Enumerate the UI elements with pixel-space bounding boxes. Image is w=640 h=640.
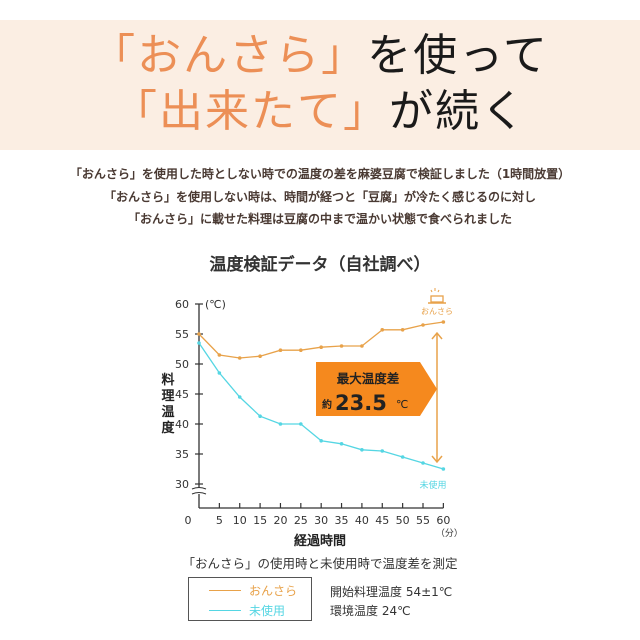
data-point	[299, 422, 303, 426]
series-label-unused: 未使用	[419, 479, 446, 491]
x-tick-label: 60	[436, 514, 450, 527]
data-point	[400, 455, 405, 459]
data-point	[421, 461, 425, 465]
y-axis-label-char: 温	[161, 405, 174, 420]
data-point	[339, 344, 344, 348]
data-point	[299, 348, 303, 353]
data-point	[360, 448, 364, 452]
callout-box	[316, 362, 437, 416]
x-tick-label: 5	[216, 514, 223, 527]
x-tick-label: 40	[355, 514, 369, 527]
chart-legend: おんさら 未使用	[188, 577, 312, 621]
legend-label-unused: 未使用	[249, 603, 286, 618]
x-tick-label: 55	[416, 514, 430, 527]
data-point	[360, 344, 364, 348]
steam-icon	[430, 288, 440, 293]
data-point	[441, 467, 446, 471]
data-point	[339, 442, 344, 446]
difference-arrow-heads	[431, 331, 443, 464]
data-point	[197, 341, 201, 345]
x-tick-label: 10	[233, 514, 247, 527]
description-line-1: 「おんさら」を使用した時としない時での温度の差を麻婆豆腐で検証しました（1時間放…	[69, 167, 571, 181]
legend-swatch-onsara	[209, 589, 241, 591]
y-unit-label: (℃)	[205, 298, 226, 311]
headline-rest-1: を使って	[367, 30, 549, 81]
callout-value: 23.5	[335, 391, 387, 415]
description-line-2: 「おんさら」を使用しない時は、時間が経つと「豆腐」が冷たく感じるのに対し	[103, 190, 536, 204]
x-tick-label: 35	[335, 514, 349, 527]
headline-line-2: 「出来たて」が続く	[0, 84, 640, 140]
legend-item-unused: 未使用	[189, 602, 313, 618]
x-tick-label: 0	[185, 514, 192, 527]
data-point	[197, 332, 201, 336]
headline-rest-2: が続く	[389, 86, 527, 137]
chart-title: 温度検証データ（自社調べ）	[209, 255, 431, 275]
y-tick-label: 45	[175, 388, 189, 401]
headline-accent-2: 「出来たて」	[113, 86, 389, 137]
data-point	[319, 345, 323, 350]
y-axis-label-char: 理	[161, 389, 174, 404]
headline-accent-1: 「おんさら」	[91, 30, 368, 81]
data-point	[237, 395, 242, 399]
legend-swatch-unused	[209, 609, 241, 611]
series-line-onsara	[198, 321, 444, 359]
data-point	[237, 356, 242, 360]
note-start-temp: 開始料理温度 54±1℃	[330, 585, 453, 599]
x-tick-label: 30	[314, 514, 328, 527]
y-tick-label: 50	[175, 358, 189, 371]
x-unit-label: （分）	[436, 528, 463, 539]
x-tick-label: 15	[253, 514, 267, 527]
axis-break-icon	[191, 487, 207, 495]
y-tick-label: 35	[175, 448, 189, 461]
data-point	[319, 439, 323, 443]
description-line-3: 「おんさら」に載せた料理は豆腐の中まで温かい状態で食べられました	[127, 212, 512, 226]
data-point	[380, 328, 385, 332]
y-tick-label: 40	[175, 418, 189, 431]
series-label-onsara: おんさら	[421, 307, 453, 316]
x-tick-label: 45	[375, 514, 389, 527]
x-tick-label: 20	[273, 514, 287, 527]
callout-prefix: 約	[322, 398, 332, 411]
x-tick-label: 50	[396, 514, 410, 527]
onsara-bowl-icon	[430, 295, 444, 303]
y-tick-label: 55	[175, 328, 189, 341]
headline-line-1: 「おんさら」を使って	[0, 28, 640, 84]
callout-unit: ℃	[396, 398, 408, 411]
data-point	[441, 320, 446, 324]
data-point	[380, 449, 385, 453]
callout-label: 最大温度差	[337, 371, 400, 386]
legend-label-onsara: おんさら	[249, 583, 298, 598]
data-point	[278, 422, 283, 426]
data-point	[400, 328, 405, 332]
legend-item-onsara: おんさら	[189, 582, 313, 598]
y-axis-label-char: 料	[161, 372, 174, 388]
data-point	[278, 348, 283, 353]
data-point	[217, 371, 222, 375]
y-axis-label-char: 度	[161, 420, 175, 436]
x-axis-label: 経過時間	[294, 533, 346, 549]
data-point	[217, 353, 222, 357]
x-tick-label: 25	[294, 514, 308, 527]
chart-caption: 「おんさら」の使用時と未使用時で温度差を測定	[182, 556, 458, 571]
y-tick-label: 60	[175, 298, 189, 311]
y-tick-label: 30	[175, 478, 189, 491]
data-point	[258, 414, 262, 419]
data-point	[421, 323, 425, 327]
headline-banner	[0, 20, 640, 150]
axis-break-gap	[193, 488, 205, 494]
note-ambient-temp: 環境温度 24℃	[330, 604, 411, 618]
data-point	[258, 354, 262, 359]
